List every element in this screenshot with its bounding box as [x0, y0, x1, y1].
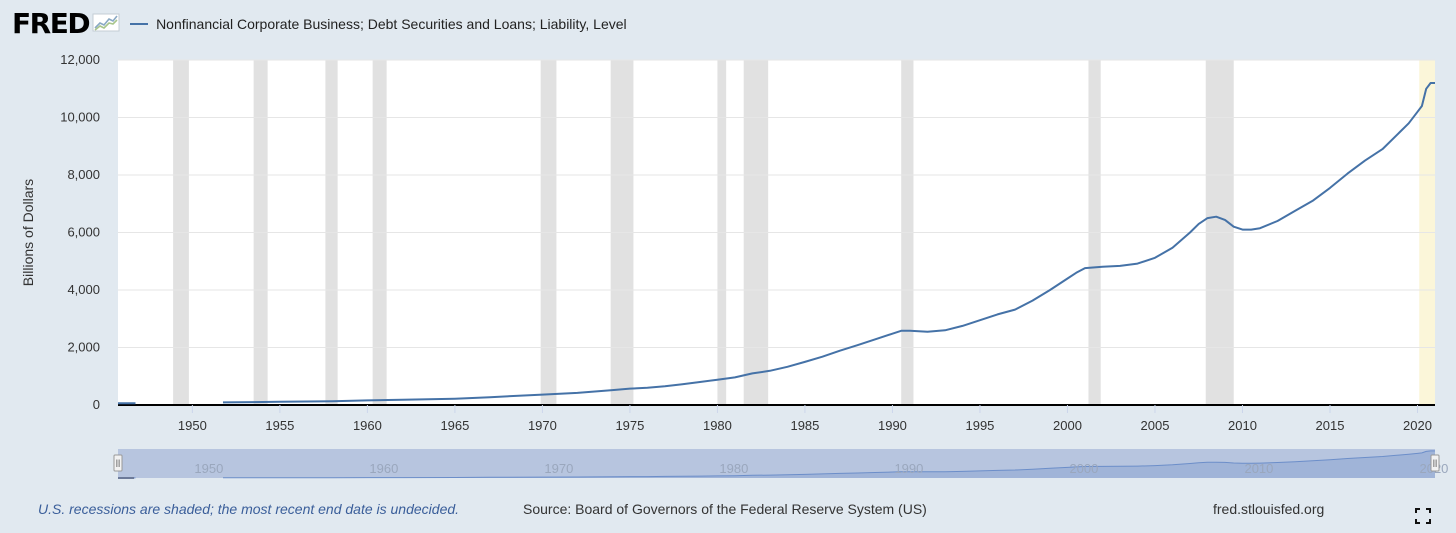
navigator-series-area: [223, 450, 1435, 478]
navigator-series-line: [222, 450, 1435, 479]
navigator-tick-label: 2000: [1069, 461, 1098, 476]
navigator-handle-left[interactable]: ll: [113, 454, 123, 472]
x-tick-label: 1985: [790, 418, 819, 433]
x-tick-label: 1990: [878, 418, 907, 433]
navigator-tick-label: 1990: [894, 461, 923, 476]
y-tick-label: 0: [93, 397, 100, 412]
x-tick-label: 1975: [615, 418, 644, 433]
chart-header: FRED Nonfinancial Corporate Business; De…: [12, 8, 627, 40]
source-text: Source: Board of Governors of the Federa…: [523, 501, 927, 517]
svg-text:ll: ll: [116, 459, 120, 470]
x-tick-label: 1960: [353, 418, 382, 433]
fred-logo[interactable]: FRED: [12, 7, 91, 40]
navigator-tick-label: 1970: [544, 461, 573, 476]
x-tick-label: 2000: [1053, 418, 1082, 433]
y-tick-label: 6,000: [67, 225, 100, 240]
series-title[interactable]: Nonfinancial Corporate Business; Debt Se…: [156, 16, 627, 32]
x-tick-label: 2020: [1403, 418, 1432, 433]
recession-note: U.S. recessions are shaded; the most rec…: [38, 501, 460, 517]
y-tick-label: 12,000: [60, 52, 100, 67]
x-tick-label: 2005: [1141, 418, 1170, 433]
x-tick-label: 2015: [1316, 418, 1345, 433]
series-line: [222, 82, 1435, 404]
y-tick-label: 10,000: [60, 110, 100, 125]
x-tick-label: 2010: [1228, 418, 1257, 433]
navigator-tick-label: 1960: [369, 461, 398, 476]
x-tick-label: 1950: [178, 418, 207, 433]
navigator-handle-right[interactable]: ll: [1430, 454, 1440, 472]
navigator-tick-label: 1980: [719, 461, 748, 476]
x-tick-label: 1980: [703, 418, 732, 433]
navigator-tick-label: 2010: [1244, 461, 1273, 476]
y-tick-label: 4,000: [67, 282, 100, 297]
fullscreen-icon[interactable]: [1415, 508, 1431, 524]
svg-text:ll: ll: [1433, 459, 1437, 470]
x-tick-label: 1955: [265, 418, 294, 433]
x-tick-label: 1995: [965, 418, 994, 433]
legend-swatch: [130, 23, 149, 25]
y-tick-label: 8,000: [67, 167, 100, 182]
y-tick-label: 2,000: [67, 340, 100, 355]
x-tick-label: 1970: [528, 418, 557, 433]
x-tick-label: 1965: [440, 418, 469, 433]
navigator-tick-label: 1950: [194, 461, 223, 476]
y-axis-label: Billions of Dollars: [20, 179, 36, 286]
fred-graph-icon: [92, 11, 120, 38]
site-link[interactable]: fred.stlouisfed.org: [1213, 501, 1325, 517]
